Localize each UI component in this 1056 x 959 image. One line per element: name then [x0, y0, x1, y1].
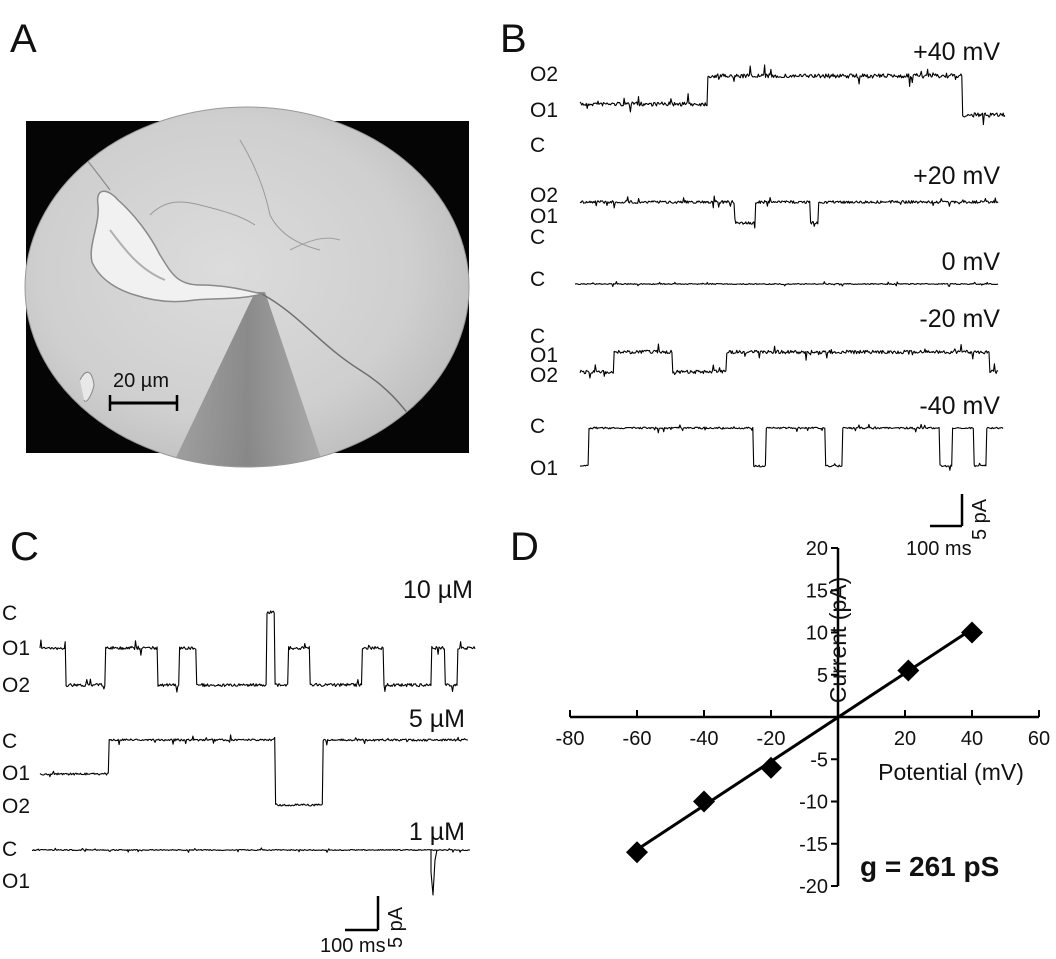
state-label: O1: [530, 457, 558, 480]
state-label: O2: [530, 63, 558, 86]
data-point: [961, 621, 983, 644]
panel-a-letter: A: [10, 17, 37, 61]
voltage-label-20: +20 mV: [913, 162, 1000, 190]
panel-b: B +40 mV O2 O1 C +20 mV O2 O1 C 0 mV C -…: [500, 17, 1006, 560]
y-tick-label: -15: [799, 834, 828, 856]
state-label: O1: [530, 344, 558, 367]
y-axis-label: Current (pA): [825, 577, 851, 704]
concentration-label-5: 5 µM: [409, 705, 465, 733]
scale-current-label: 5 pA: [969, 498, 991, 540]
state-label: C: [2, 730, 17, 753]
trace-10uM: [39, 610, 476, 693]
scale-bar-c: 5 pA 100 ms: [320, 896, 407, 957]
state-label: C: [530, 415, 545, 438]
state-label: C: [530, 134, 545, 157]
trace-1uM: [31, 847, 471, 896]
x-tick-label: -40: [690, 728, 719, 750]
panel-d: D -80 -60 -40 -20 20 40 60 -20 -15 -10 -5 5 10 15 20 C…: [510, 525, 1050, 898]
voltage-label-40: +40 mV: [913, 38, 1000, 66]
scale-current-label: 5 pA: [385, 906, 407, 948]
voltage-label-minus20: -20 mV: [919, 305, 1000, 333]
scale-bar-20um: 20 µm: [108, 370, 179, 411]
state-label: O2: [530, 364, 558, 387]
x-tick-label: 20: [894, 728, 916, 750]
panel-b-letter: B: [500, 17, 527, 61]
x-tick-label: -60: [623, 728, 652, 750]
fit-line: [636, 627, 973, 851]
trace-minus20: [579, 343, 999, 379]
voltage-label-0: 0 mV: [942, 248, 1001, 276]
concentration-label-1: 1 µM: [409, 818, 465, 846]
voltage-label-minus40: -40 mV: [919, 392, 1000, 420]
trace-zero: [574, 281, 999, 288]
x-tick-label: -80: [556, 728, 585, 750]
trace-5uM: [39, 734, 469, 807]
x-axis-label: Potential (mV): [878, 759, 1024, 785]
state-label: C: [2, 838, 17, 861]
state-label: O1: [2, 762, 30, 785]
state-label: C: [530, 226, 545, 249]
state-label: O1: [530, 205, 558, 228]
y-tick-label: 15: [806, 580, 828, 602]
data-point: [760, 756, 782, 779]
state-label: O2: [530, 184, 558, 207]
x-tick-label: -20: [757, 728, 786, 750]
y-tick-label: 20: [806, 538, 828, 560]
scale-bar-b: 5 pA 100 ms: [906, 494, 991, 560]
concentration-label-10: 10 µM: [403, 576, 473, 604]
panel-a: A 20 µm: [10, 17, 470, 468]
state-label: C: [2, 602, 17, 625]
state-label: O1: [2, 870, 30, 893]
panel-d-letter: D: [510, 525, 539, 569]
panel-c-letter: C: [10, 525, 39, 569]
trace-plus40: [579, 64, 1006, 126]
data-point: [626, 841, 648, 864]
data-point: [693, 790, 715, 813]
trace-plus20: [579, 195, 999, 229]
data-point: [897, 659, 920, 682]
conductance-label: g = 261 pS: [860, 851, 999, 882]
state-label: O2: [2, 795, 30, 818]
trace-minus40: [579, 423, 1004, 471]
y-tick-label: 5: [817, 665, 828, 687]
state-label: C: [530, 268, 545, 291]
scale-time-label: 100 ms: [320, 935, 386, 957]
panel-c: C 10 µM C O1 O2 5 µM C O1 O2 1 µM C O1 5…: [2, 525, 476, 957]
y-tick-label: -10: [799, 792, 828, 814]
state-label: O1: [2, 637, 30, 660]
y-tick-label: -5: [810, 749, 828, 771]
scale-bar-label: 20 µm: [113, 370, 169, 392]
x-tick-label: 60: [1028, 728, 1050, 750]
y-tick-label: 10: [806, 623, 828, 645]
iv-plot: -80 -60 -40 -20 20 40 60 -20 -15 -10 -5 5 10 15 20: [556, 538, 1051, 898]
state-label: O2: [2, 674, 30, 697]
state-label: O1: [530, 99, 558, 122]
x-tick-label: 40: [961, 728, 983, 750]
micrograph: [24, 106, 470, 468]
y-tick-label: -20: [799, 876, 828, 898]
state-label: C: [530, 325, 545, 348]
scale-time-label: 100 ms: [906, 538, 972, 560]
